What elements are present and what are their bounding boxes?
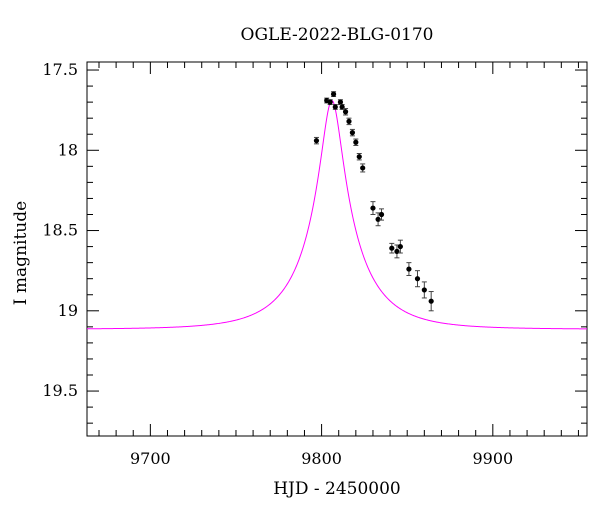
data-point (327, 99, 333, 105)
data-point (313, 138, 320, 144)
x-tick-label: 9800 (301, 449, 342, 468)
y-tick-label: 18 (58, 140, 78, 159)
data-point (353, 139, 359, 145)
y-tick-label: 18.5 (42, 221, 78, 240)
plot-area: 9700 9800 9900 17.5 18 18.5 19 19.5 (42, 60, 588, 468)
data-point (375, 216, 381, 222)
data-point (337, 99, 344, 105)
data-point (330, 91, 337, 97)
data-point (378, 211, 385, 218)
x-tick-label: 9900 (472, 449, 513, 468)
data-point (414, 276, 421, 282)
data-point (332, 104, 338, 110)
data-point (428, 298, 434, 304)
data-point (360, 165, 366, 171)
y-tick-label: 17.5 (42, 60, 78, 79)
data-point (389, 245, 395, 251)
plot-frame (86, 61, 588, 437)
chart-title: OGLE-2022-BLG-0170 (241, 25, 434, 45)
model-curve (86, 99, 587, 330)
y-axis-label: I magnitude (11, 201, 31, 305)
y-tick-label: 19 (58, 301, 78, 320)
x-axis-label: HJD - 2450000 (273, 479, 401, 499)
x-tick-label: 9700 (130, 449, 171, 468)
y-tick-label: 19.5 (42, 381, 78, 400)
data-point (421, 287, 427, 293)
data-point (370, 205, 376, 211)
data-point (346, 118, 352, 124)
data-point (397, 243, 403, 250)
data-point (349, 130, 356, 136)
data-point (342, 109, 349, 115)
data-point (356, 154, 362, 160)
data-point (406, 266, 412, 272)
